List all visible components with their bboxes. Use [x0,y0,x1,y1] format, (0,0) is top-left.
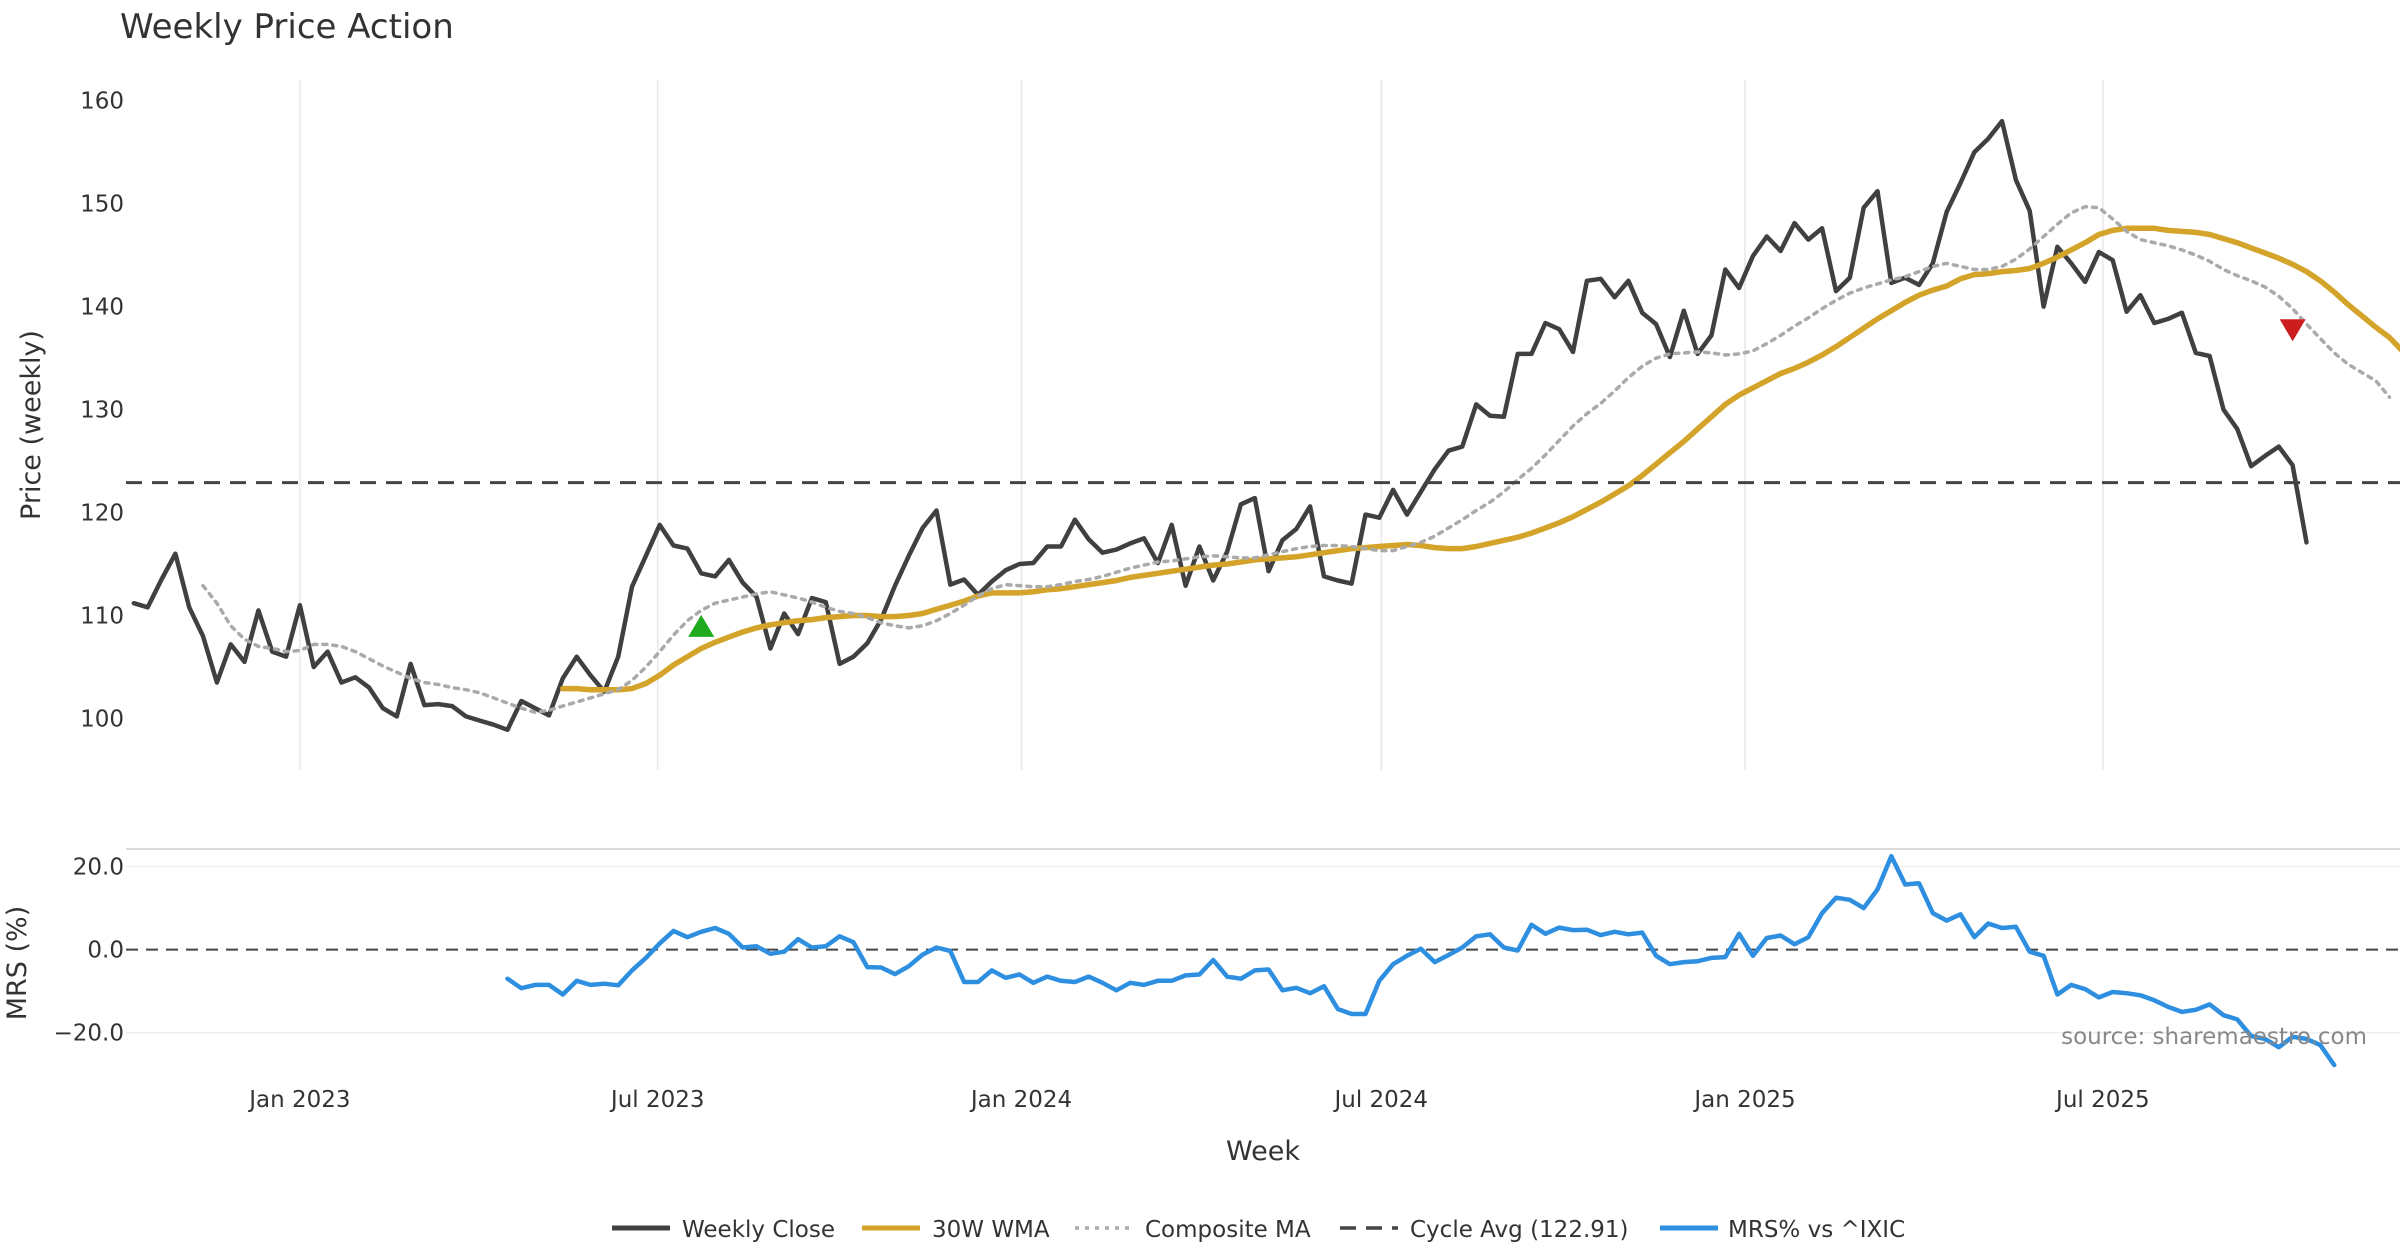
mrs-y-tick-label: −20.0 [54,1021,124,1047]
price-y-tick-label: 160 [80,89,124,115]
chart-title: Weekly Price Action [120,7,454,47]
x-tick-label: Jul 2024 [1332,1087,1428,1113]
source-note: source: sharemaestro.com [2061,1024,2367,1050]
legend: Weekly Close 30W WMA Composite MA Cycle Avg… [612,1217,1905,1243]
series-30w-wma [560,225,2400,693]
price-y-tick-label: 150 [80,192,124,218]
x-tick-label: Jan 2024 [969,1087,1072,1113]
price-y-axis: 100 110 120 130 140 150 160 [80,89,124,733]
x-tick-label: Jul 2023 [609,1087,705,1113]
x-tick-label: Jan 2023 [247,1087,350,1113]
mrs-y-axis-label: MRS (%) [2,906,33,1021]
price-y-axis-label: Price (weekly) [16,330,47,520]
grid [126,80,2400,1034]
legend-label-weekly-close: Weekly Close [682,1217,835,1243]
mrs-y-tick-label: 20.0 [73,855,124,881]
series-weekly-close [131,118,2309,733]
x-axis-label: Week [1226,1136,1300,1167]
mrs-y-tick-label: 0.0 [87,938,124,964]
series-composite-ma [201,204,2392,715]
legend-label-mrs-vs-ixic: MRS% vs ^IXIC [1728,1217,1905,1243]
series-layer [126,118,2400,1068]
x-axis: Jan 2023 Jul 2023 Jan 2024 Jul 2024 Jan 2025… [247,1087,2149,1113]
x-tick-label: Jul 2025 [2054,1087,2150,1113]
sell-signal-marker [2279,319,2306,342]
x-tick-label: Jan 2025 [1692,1087,1795,1113]
price-y-tick-label: 140 [80,295,124,321]
marker-layer [688,319,2306,637]
legend-label-composite-ma: Composite MA [1145,1217,1311,1243]
mrs-y-axis: 20.0 0.0 −20.0 [54,855,124,1047]
legend-label-cycle-avg-122-91: Cycle Avg (122.91) [1410,1217,1629,1243]
price-y-tick-label: 130 [80,398,124,424]
price-y-tick-label: 120 [80,501,124,527]
price-y-tick-label: 100 [80,707,124,733]
price-y-tick-label: 110 [80,604,124,630]
buy-signal-marker [688,614,715,637]
legend-label-30w-wma: 30W WMA [932,1217,1050,1243]
series-mrs-vs-ixic [505,853,2337,1068]
